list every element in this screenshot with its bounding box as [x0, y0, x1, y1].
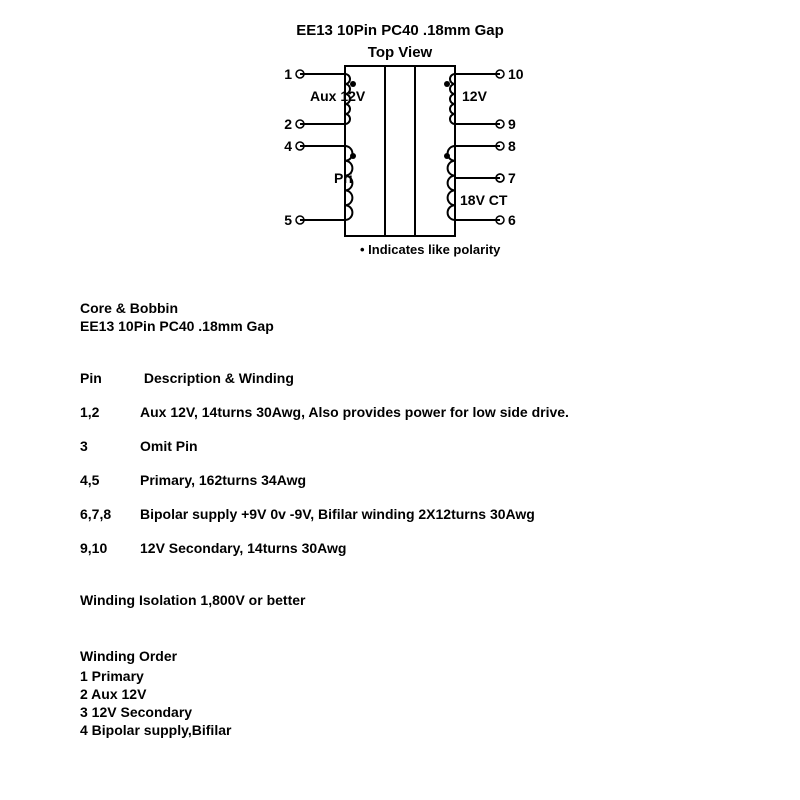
- transformer-diagram: 1 2 4 5 10 9 8 7 6 Aux 12V Pri 12V 18V CT • Indicates…: [250, 60, 550, 270]
- svg-text:1: 1: [284, 66, 292, 82]
- pin-table-row: 6,7,8Bipolar supply +9V 0v -9V, Bifilar …: [80, 506, 535, 522]
- core-bobbin-line: EE13 10Pin PC40 .18mm Gap: [80, 318, 274, 334]
- winding-order-item: 4 Bipolar supply,Bifilar: [80, 722, 231, 738]
- pin-cell: 4,5: [80, 472, 140, 488]
- pin-table-row: 4,5Primary, 162turns 34Awg: [80, 472, 306, 488]
- isolation-note: Winding Isolation 1,800V or better: [80, 592, 305, 608]
- desc-cell: 12V Secondary, 14turns 30Awg: [140, 540, 346, 556]
- pin-cell: 3: [80, 438, 140, 454]
- pin-cell: 1,2: [80, 404, 140, 420]
- desc-cell: Omit Pin: [140, 438, 198, 454]
- desc-cell: Primary, 162turns 34Awg: [140, 472, 306, 488]
- winding-order-item: 1 Primary: [80, 668, 144, 684]
- svg-text:10: 10: [508, 66, 524, 82]
- svg-text:7: 7: [508, 170, 516, 186]
- winding-order-item: 2 Aux 12V: [80, 686, 146, 702]
- winding-order-heading: Winding Order: [80, 648, 177, 664]
- svg-text:5: 5: [284, 212, 292, 228]
- core-bobbin-heading: Core & Bobbin: [80, 300, 178, 316]
- desc-cell: Bipolar supply +9V 0v -9V, Bifilar windi…: [140, 506, 535, 522]
- page: EE13 10Pin PC40 .18mm Gap Top View 12451…: [0, 0, 800, 800]
- svg-text:12V: 12V: [462, 88, 488, 104]
- pin-col-header: Pin: [80, 370, 140, 386]
- svg-text:6: 6: [508, 212, 516, 228]
- svg-text:9: 9: [508, 116, 516, 132]
- pin-cell: 9,10: [80, 540, 140, 556]
- svg-text:18V CT: 18V CT: [460, 192, 508, 208]
- pin-cell: 6,7,8: [80, 506, 140, 522]
- svg-text:2: 2: [284, 116, 292, 132]
- desc-cell: Aux 12V, 14turns 30Awg, Also provides po…: [140, 404, 569, 420]
- winding-order-item: 3 12V Secondary: [80, 704, 192, 720]
- svg-text:Pri: Pri: [334, 170, 353, 186]
- transformer-svg: 1 2 4 5 10 9 8 7 6 Aux 12V Pri 12V 18V CT • Indicates…: [250, 60, 550, 270]
- svg-text:• Indicates like polarity: • Indicates like polarity: [360, 242, 501, 257]
- svg-text:4: 4: [284, 138, 292, 154]
- desc-col-header: Description & Winding: [144, 370, 294, 386]
- svg-text:Aux 12V: Aux 12V: [310, 88, 366, 104]
- pin-table-row: 9,1012V Secondary, 14turns 30Awg: [80, 540, 346, 556]
- pin-table-heading: Pin Description & Winding: [80, 370, 294, 386]
- diagram-subtitle: Top View: [0, 44, 800, 61]
- pin-table-row: 1,2Aux 12V, 14turns 30Awg, Also provides…: [80, 404, 569, 420]
- pin-table-row: 3Omit Pin: [80, 438, 198, 454]
- diagram-title: EE13 10Pin PC40 .18mm Gap: [0, 22, 800, 39]
- svg-text:8: 8: [508, 138, 516, 154]
